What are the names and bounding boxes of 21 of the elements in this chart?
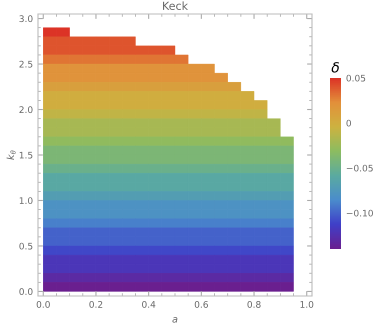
- color-bar-label: −0.10: [346, 210, 373, 217]
- color-bar-label: 0: [346, 120, 352, 127]
- color-bar-label: −0.05: [346, 164, 373, 172]
- x-tick-label: 0.2: [89, 301, 102, 308]
- x-tick-label: 0.6: [194, 301, 208, 308]
- y-tick-label: 0.5: [19, 242, 32, 250]
- x-tick-label: 0.8: [247, 301, 261, 308]
- y-tick-label: 1.5: [20, 152, 32, 159]
- y-tick-label: 0.0: [19, 288, 33, 296]
- x-axis-title: a: [172, 317, 178, 323]
- x-tick-label: 0.0: [36, 301, 50, 308]
- color-bar-label: 0.05: [346, 74, 366, 82]
- y-axis-title: k$_{θ}$: [6, 150, 16, 160]
- x-tick-label: 0.4: [142, 301, 156, 308]
- y-tick-label: 1.0: [20, 197, 33, 204]
- chart-title: Keck: [163, 1, 188, 10]
- y-tick-label: 2.5: [19, 60, 32, 68]
- x-tick-label: 1.0: [300, 301, 314, 308]
- color-bar-title: δ: [332, 62, 339, 73]
- y-tick-label: 2.0: [19, 106, 33, 114]
- y-tick-label: 3.0: [19, 15, 33, 22]
